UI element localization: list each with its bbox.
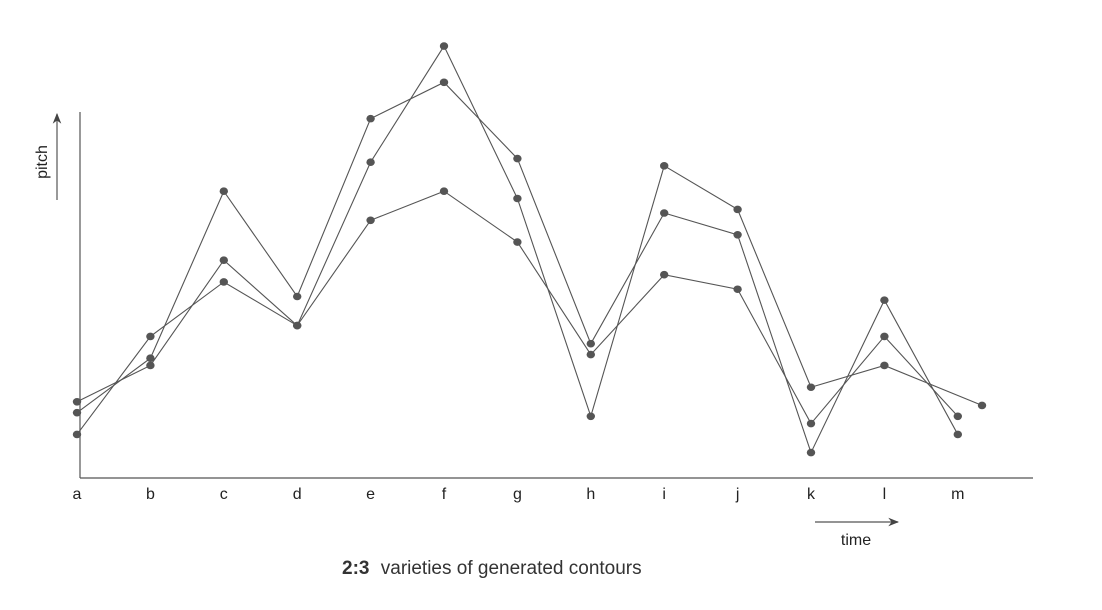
series-3-point-7 — [513, 238, 522, 246]
x-axis-label: time — [841, 532, 871, 549]
x-tick-label-a: a — [73, 486, 82, 503]
x-tick-label-b: b — [146, 486, 155, 503]
series-1-point-4 — [293, 292, 302, 301]
series-2-point-12 — [880, 361, 889, 370]
series-3-point-12 — [880, 332, 889, 341]
caption-text: varieties of generated contours — [381, 558, 642, 579]
x-tick-label-e: e — [366, 486, 375, 503]
x-tick-label-c: c — [220, 486, 228, 503]
series-2-point-1 — [72, 397, 82, 406]
series-3-line — [76, 190, 959, 435]
figure-caption: 2:3 varieties of generated contours — [342, 558, 642, 579]
y-axis-label: pitch — [34, 145, 51, 179]
series-3-point-11 — [806, 419, 816, 428]
x-tick-label-k: k — [807, 486, 816, 503]
series-2-point-11 — [806, 383, 816, 392]
series-3-point-13 — [953, 412, 962, 421]
series-2-point-10 — [733, 205, 742, 214]
series-2-point-6 — [439, 42, 449, 50]
x-tick-label-j: j — [735, 486, 740, 503]
series-3-point-3 — [219, 278, 228, 286]
series-3-point-6 — [439, 187, 449, 196]
series-1-point-12 — [880, 296, 889, 304]
x-tick-label-m: m — [951, 486, 964, 503]
series-3-point-1 — [72, 430, 82, 439]
x-tick-labels: a b c d e f g h i j k l m — [73, 486, 965, 503]
series-2-point-2 — [146, 361, 155, 370]
series-2-point-13 — [977, 401, 987, 410]
caption-number: 2:3 — [342, 558, 369, 579]
series-3-point-10 — [733, 285, 742, 294]
series-1-point-7 — [513, 154, 522, 163]
series-3-point-8 — [586, 350, 595, 359]
series-2-point-9 — [660, 162, 669, 170]
series-3-point-4 — [293, 321, 302, 330]
series-2-point-8 — [586, 412, 595, 421]
x-tick-label-g: g — [513, 486, 522, 503]
series-2 — [72, 42, 987, 421]
series-1-point-8 — [586, 339, 595, 348]
series-1-point-11 — [806, 448, 816, 457]
x-tick-label-h: h — [586, 486, 595, 503]
series-3-point-5 — [366, 216, 375, 225]
series-2-point-7 — [513, 194, 522, 203]
series-1-point-3 — [219, 187, 228, 196]
series-2-point-5 — [366, 158, 375, 166]
series-1-line — [76, 81, 959, 455]
x-tick-label-l: l — [883, 486, 887, 503]
series-3-point-2 — [146, 332, 155, 341]
x-tick-label-f: f — [442, 486, 447, 503]
series-1 — [72, 78, 962, 457]
series-1-point-1 — [72, 408, 82, 417]
series-1-point-5 — [366, 114, 375, 123]
series-2-point-3 — [219, 256, 228, 265]
series-3 — [72, 187, 962, 439]
series-1-point-10 — [733, 230, 742, 239]
x-tick-label-d: d — [293, 486, 302, 503]
series-1-point-9 — [660, 209, 669, 217]
series-3-point-9 — [660, 270, 669, 279]
series-2-line — [76, 44, 983, 419]
plot-area — [72, 42, 987, 457]
series-1-point-6 — [439, 78, 449, 87]
series-1-point-2 — [146, 354, 155, 363]
x-tick-label-i: i — [662, 486, 666, 503]
series-1-point-13 — [953, 430, 962, 439]
